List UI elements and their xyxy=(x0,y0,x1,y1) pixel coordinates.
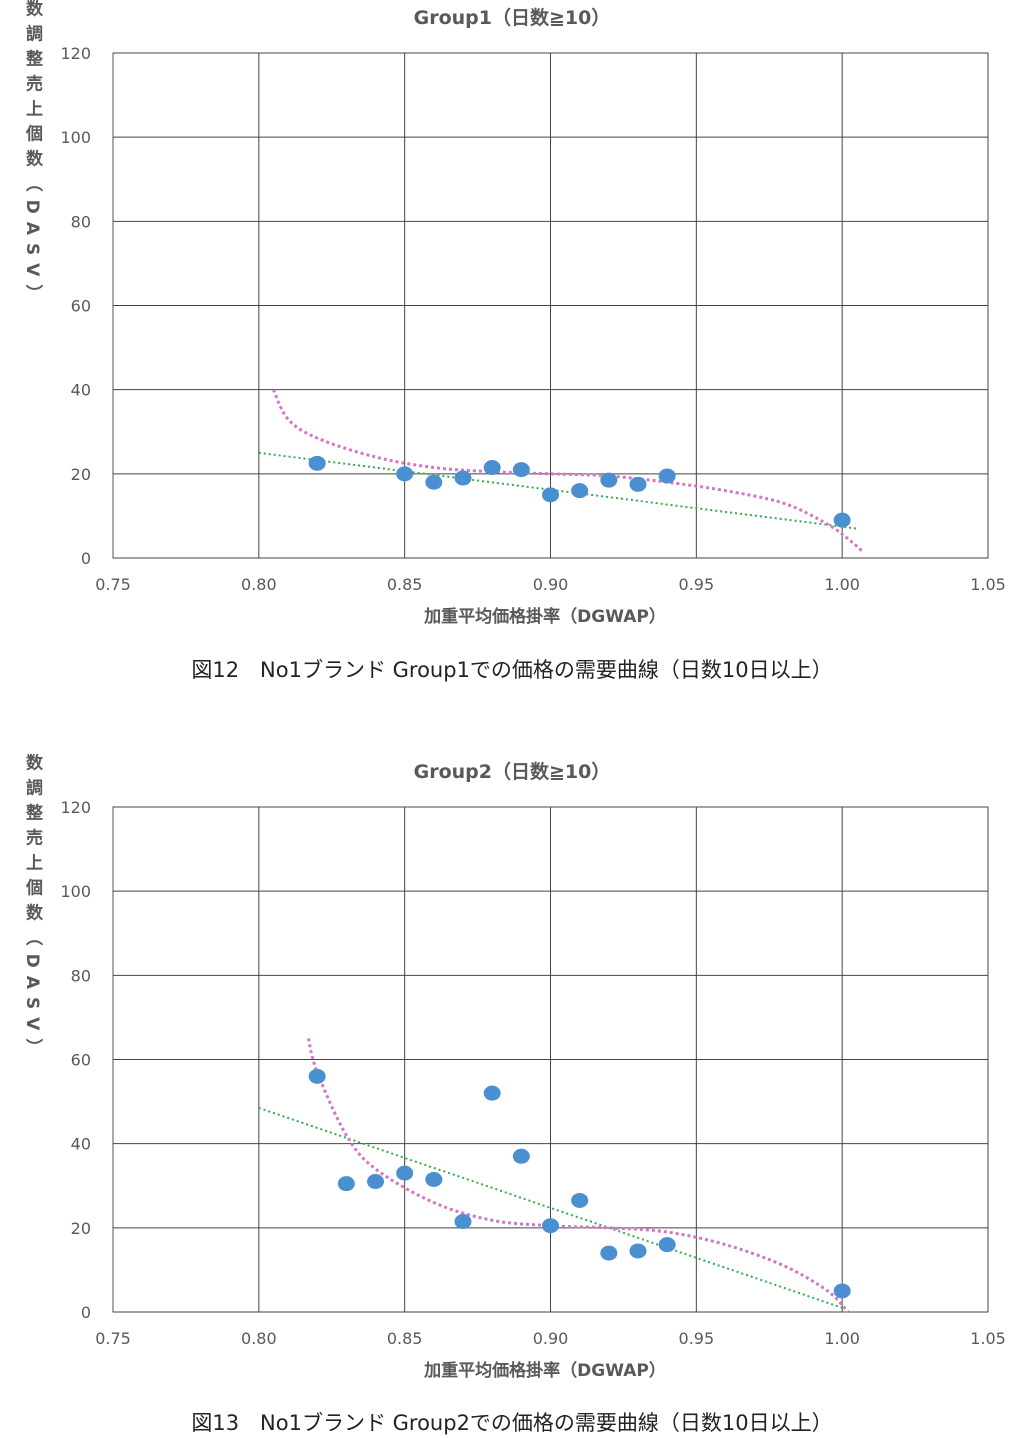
y-tick-label: 40 xyxy=(71,1135,91,1154)
x-tick-label: 0.95 xyxy=(679,1329,715,1348)
figure-group1: Group1（日数≧10） 0 20 40 60 80 100 120 0.75 0.80 0.85… xyxy=(0,0,1024,700)
y-axis-title: 日数調整売上個数（DASV） xyxy=(22,754,44,1063)
y-tick-label: 40 xyxy=(71,381,91,400)
data-point xyxy=(600,1245,618,1261)
data-point xyxy=(571,483,589,499)
data-point xyxy=(483,1085,501,1101)
chart-group1: Group1（日数≧10） 0 20 40 60 80 100 120 0.75 0.80 0.85… xyxy=(22,0,1006,627)
x-tick-label: 0.90 xyxy=(533,1329,569,1348)
x-tick-label: 0.75 xyxy=(95,1329,131,1348)
data-point xyxy=(396,1165,414,1181)
chart-title: Group2（日数≧10） xyxy=(414,760,611,783)
y-tick-label: 100 xyxy=(60,128,91,147)
data-point xyxy=(833,1283,851,1299)
y-tick-label: 0 xyxy=(81,1303,91,1322)
chart-group2: Group2（日数≧10） 0 20 40 60 80 100 120 0.75 0.80 0.85… xyxy=(22,754,1006,1381)
data-point xyxy=(658,468,676,484)
data-point xyxy=(454,470,472,486)
x-tick-label: 1.05 xyxy=(970,1329,1006,1348)
x-tick-label: 0.85 xyxy=(387,575,423,594)
data-point xyxy=(629,1243,647,1259)
linear-trendline xyxy=(258,451,857,530)
data-point xyxy=(483,460,501,476)
y-tick-label: 80 xyxy=(71,212,91,231)
data-point xyxy=(425,474,443,490)
data-point xyxy=(571,1192,589,1208)
poly-trendline xyxy=(272,389,864,553)
y-tick-label: 100 xyxy=(60,882,91,901)
data-point xyxy=(512,462,530,478)
y-tick-label: 20 xyxy=(71,1219,91,1238)
y-tick-label: 20 xyxy=(71,465,91,484)
x-tick-label: 0.85 xyxy=(387,1329,423,1348)
x-tick-label: 0.80 xyxy=(241,575,277,594)
y-tick-label: 120 xyxy=(60,798,91,817)
y-tick-label: 120 xyxy=(60,44,91,63)
x-axis-title: 加重平均価格掛率（DGWAP） xyxy=(423,1360,666,1381)
data-point xyxy=(600,472,618,488)
data-point xyxy=(396,466,414,482)
x-tick-label: 0.90 xyxy=(533,575,569,594)
x-tick-label: 0.80 xyxy=(241,1329,277,1348)
y-tick-label: 60 xyxy=(71,1051,91,1070)
data-point xyxy=(833,512,851,528)
y-tick-label: 0 xyxy=(81,549,91,568)
chart-title: Group1（日数≧10） xyxy=(414,6,611,29)
figure-caption-13: 図13 No1ブランド Group2での価格の需要曲線（日数10日以上） xyxy=(191,1411,833,1435)
y-tick-label: 80 xyxy=(71,966,91,985)
x-tick-label: 1.00 xyxy=(824,575,860,594)
figure-caption-12: 図12 No1ブランド Group1での価格の需要曲線（日数10日以上） xyxy=(191,658,833,682)
x-tick-label: 0.75 xyxy=(95,575,131,594)
figure-group2: Group2（日数≧10） 0 20 40 60 80 100 120 0.75 0.80 0.85… xyxy=(0,754,1024,1438)
data-point xyxy=(308,1068,326,1084)
gridlines xyxy=(112,52,989,559)
x-axis-title: 加重平均価格掛率（DGWAP） xyxy=(423,606,666,627)
data-point xyxy=(658,1237,676,1253)
x-tick-label: 0.95 xyxy=(679,575,715,594)
data-point xyxy=(629,476,647,492)
data-point xyxy=(512,1148,530,1164)
data-point xyxy=(542,1218,559,1234)
y-axis-title: 日数調整売上個数（DASV） xyxy=(22,0,44,309)
data-point xyxy=(454,1214,472,1230)
data-point xyxy=(308,455,326,471)
x-tick-label: 1.00 xyxy=(824,1329,860,1348)
data-point xyxy=(425,1171,443,1187)
y-tick-label: 60 xyxy=(71,297,91,316)
gridlines xyxy=(112,806,989,1313)
data-point xyxy=(337,1176,355,1192)
data-point xyxy=(542,487,559,503)
x-tick-label: 1.05 xyxy=(970,575,1006,594)
data-point xyxy=(367,1174,384,1190)
poly-trendline xyxy=(306,1038,850,1314)
